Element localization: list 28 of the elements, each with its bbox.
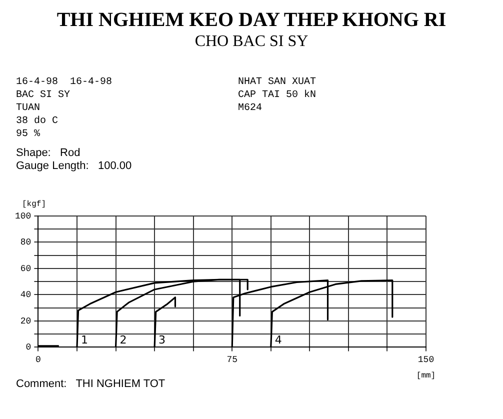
text: 95 % — [16, 128, 42, 141]
y-tick-label: 100 — [15, 211, 32, 222]
series-label: 4 — [274, 334, 282, 347]
text: M624 — [238, 102, 264, 115]
y-tick-label: 60 — [20, 264, 32, 274]
text: 38 do C — [16, 115, 60, 128]
x-tick-label: 150 — [418, 354, 434, 365]
y-axis-title: [kgf] — [22, 200, 46, 210]
x-tick-label: 0 — [36, 354, 41, 365]
text: CAP TAI 50 kN — [238, 89, 316, 102]
text: Gauge Length: 100.00 — [16, 160, 132, 173]
series-label: 2 — [120, 334, 127, 347]
y-tick-label: 80 — [20, 238, 32, 248]
text: NHAT SAN XUAT — [238, 76, 316, 89]
y-tick-label: 20 — [20, 316, 32, 326]
text: Comment: THI NGHIEM TOT — [16, 378, 166, 391]
text: Shape: Rod — [16, 147, 82, 160]
y-tick-label: 40 — [20, 290, 32, 300]
x-tick-label: 75 — [226, 354, 238, 365]
series-label: 1 — [80, 334, 88, 347]
series-label: 3 — [158, 334, 166, 347]
chart-title: THI NGHIEM KEO DAY THEP KHONG RI — [56, 8, 448, 32]
text: 16-4-98 16-4-98 — [16, 76, 112, 89]
x-axis-title: [mm] — [416, 371, 436, 380]
chart-subtitle: CHO BAC SI SY — [194, 32, 310, 52]
text: BAC SI SY — [16, 89, 72, 102]
y-tick-label: 0 — [26, 342, 32, 353]
text: TUAN — [16, 102, 42, 115]
